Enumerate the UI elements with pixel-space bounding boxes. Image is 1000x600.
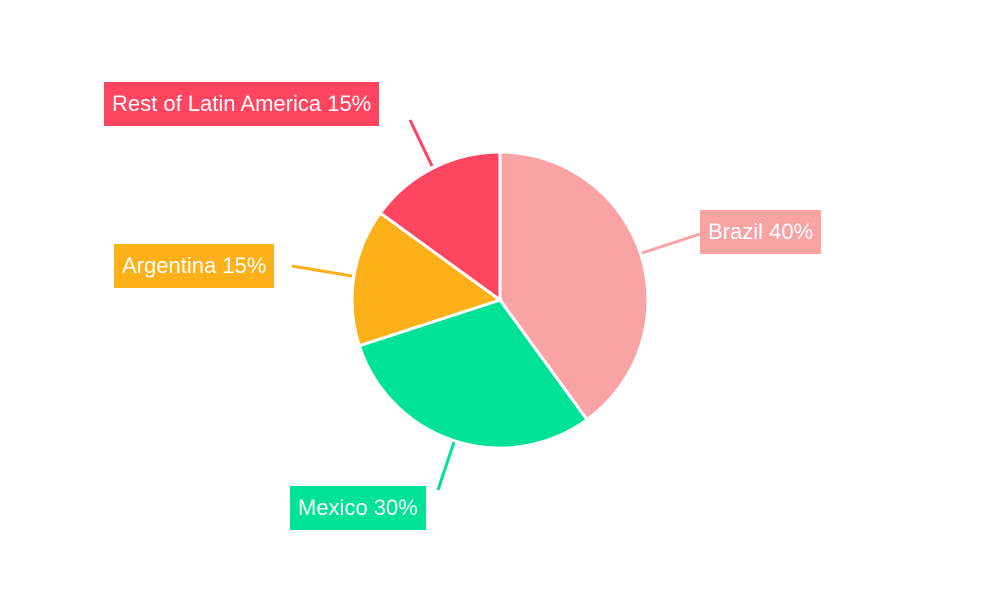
leader-line-argentina xyxy=(291,264,353,278)
pie-slice-rest-of-latin-america[interactable] xyxy=(378,150,502,303)
data-label-rest-of-latin-america: Rest of Latin America 15% xyxy=(104,82,380,126)
pie-slice-brazil[interactable] xyxy=(498,150,650,422)
data-label-mexico: Mexico 30% xyxy=(290,486,426,530)
pie-slice-mexico[interactable] xyxy=(357,298,590,450)
data-label-brazil: Brazil 40% xyxy=(700,210,822,254)
leader-line-rest-of-latin-america xyxy=(408,119,434,167)
leader-line-mexico xyxy=(436,441,456,491)
leader-line-brazil xyxy=(641,232,701,255)
data-label-argentina: Argentina 15% xyxy=(114,244,275,288)
pie-slice-argentina[interactable] xyxy=(350,210,504,348)
